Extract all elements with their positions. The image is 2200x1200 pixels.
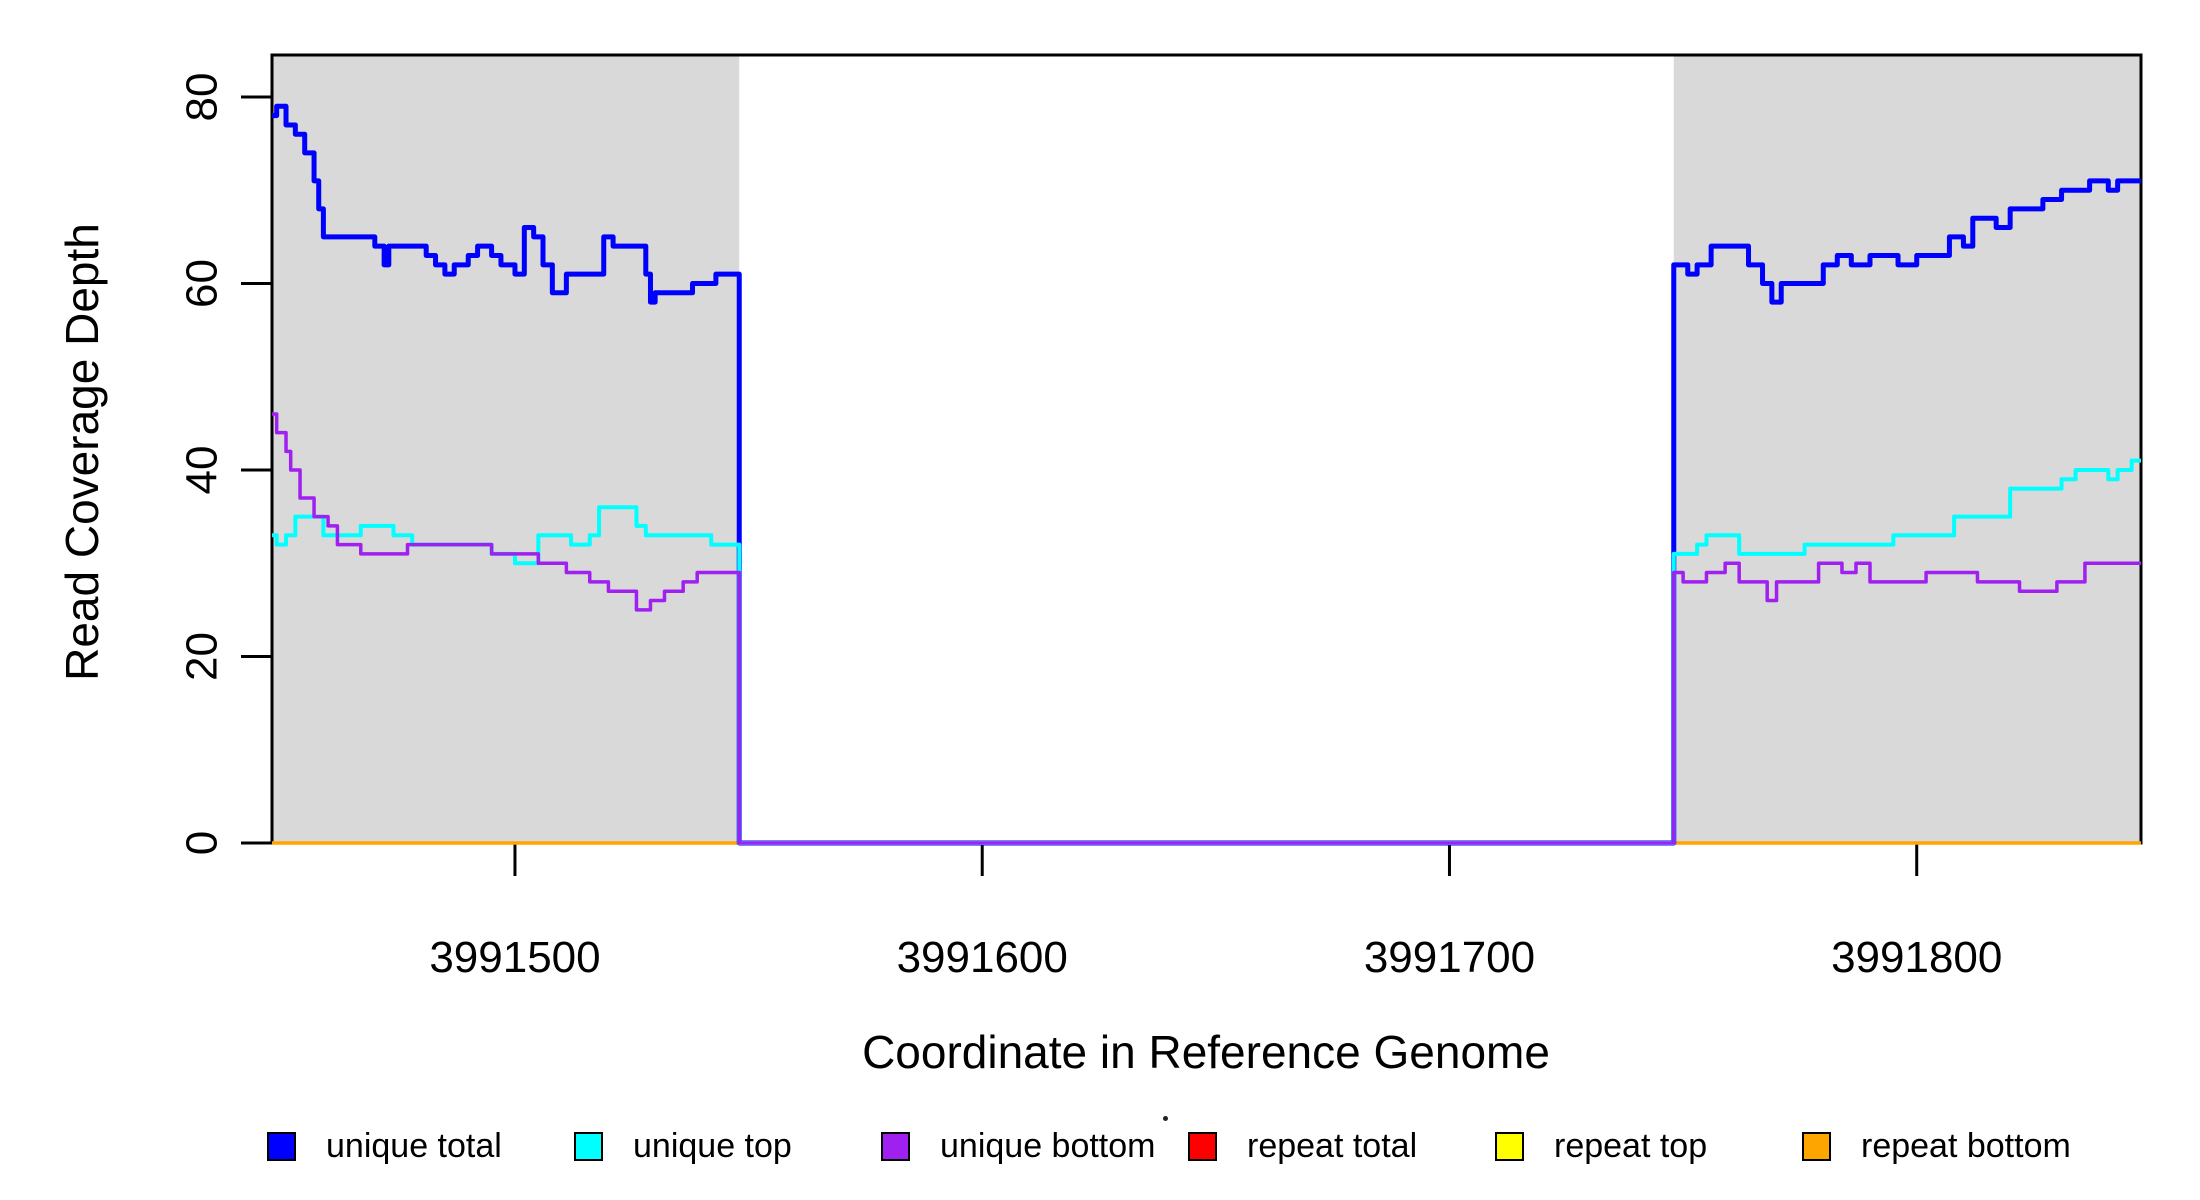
- y-axis-title: Read Coverage Depth: [56, 223, 108, 681]
- x-tick-label: 3991600: [897, 933, 1068, 982]
- y-tick-label: 80: [178, 72, 227, 121]
- legend-item-repeat-top: repeat top: [1495, 1122, 1802, 1170]
- legend-label-unique-total: unique total: [326, 1126, 502, 1165]
- series-unique-top: [272, 458, 2141, 845]
- repeat-bottom-swatch: [1802, 1131, 1831, 1161]
- y-tick-label: 60: [178, 259, 227, 308]
- series-unique-bottom: [272, 412, 2141, 845]
- legend-item-repeat-total: repeat total: [1188, 1122, 1495, 1170]
- series-unique-total: [272, 103, 2141, 846]
- x-tick-label: 3991800: [1831, 933, 2002, 982]
- x-tick-label: 3991500: [429, 933, 600, 982]
- legend-label-unique-bottom: unique bottom: [940, 1126, 1156, 1165]
- legend-label-repeat-bottom: repeat bottom: [1861, 1126, 2071, 1165]
- repeat-top-swatch: [1495, 1131, 1524, 1161]
- unique-total-swatch: [267, 1131, 296, 1161]
- legend-label-repeat-top: repeat top: [1554, 1126, 1708, 1165]
- y-tick-label: 20: [178, 632, 227, 681]
- stray-dot: [1163, 1116, 1168, 1121]
- shaded-region: [272, 55, 740, 843]
- unique-bottom-swatch: [881, 1131, 910, 1161]
- legend: unique total unique top unique bottom re…: [267, 1122, 2109, 1170]
- legend-item-unique-bottom: unique bottom: [881, 1122, 1188, 1170]
- legend-item-unique-top: unique top: [574, 1122, 881, 1170]
- y-tick-label: 0: [178, 831, 227, 855]
- unique-top-swatch: [574, 1131, 603, 1161]
- legend-item-repeat-bottom: repeat bottom: [1802, 1122, 2109, 1170]
- shaded-region: [1673, 55, 2141, 843]
- legend-item-unique-total: unique total: [267, 1122, 574, 1170]
- legend-label-unique-top: unique top: [633, 1126, 792, 1165]
- x-axis-title: Coordinate in Reference Genome: [862, 1026, 1550, 1078]
- y-tick-label: 40: [178, 446, 227, 495]
- x-tick-label: 3991700: [1364, 933, 1535, 982]
- legend-label-repeat-total: repeat total: [1247, 1126, 1418, 1165]
- repeat-total-swatch: [1188, 1131, 1217, 1161]
